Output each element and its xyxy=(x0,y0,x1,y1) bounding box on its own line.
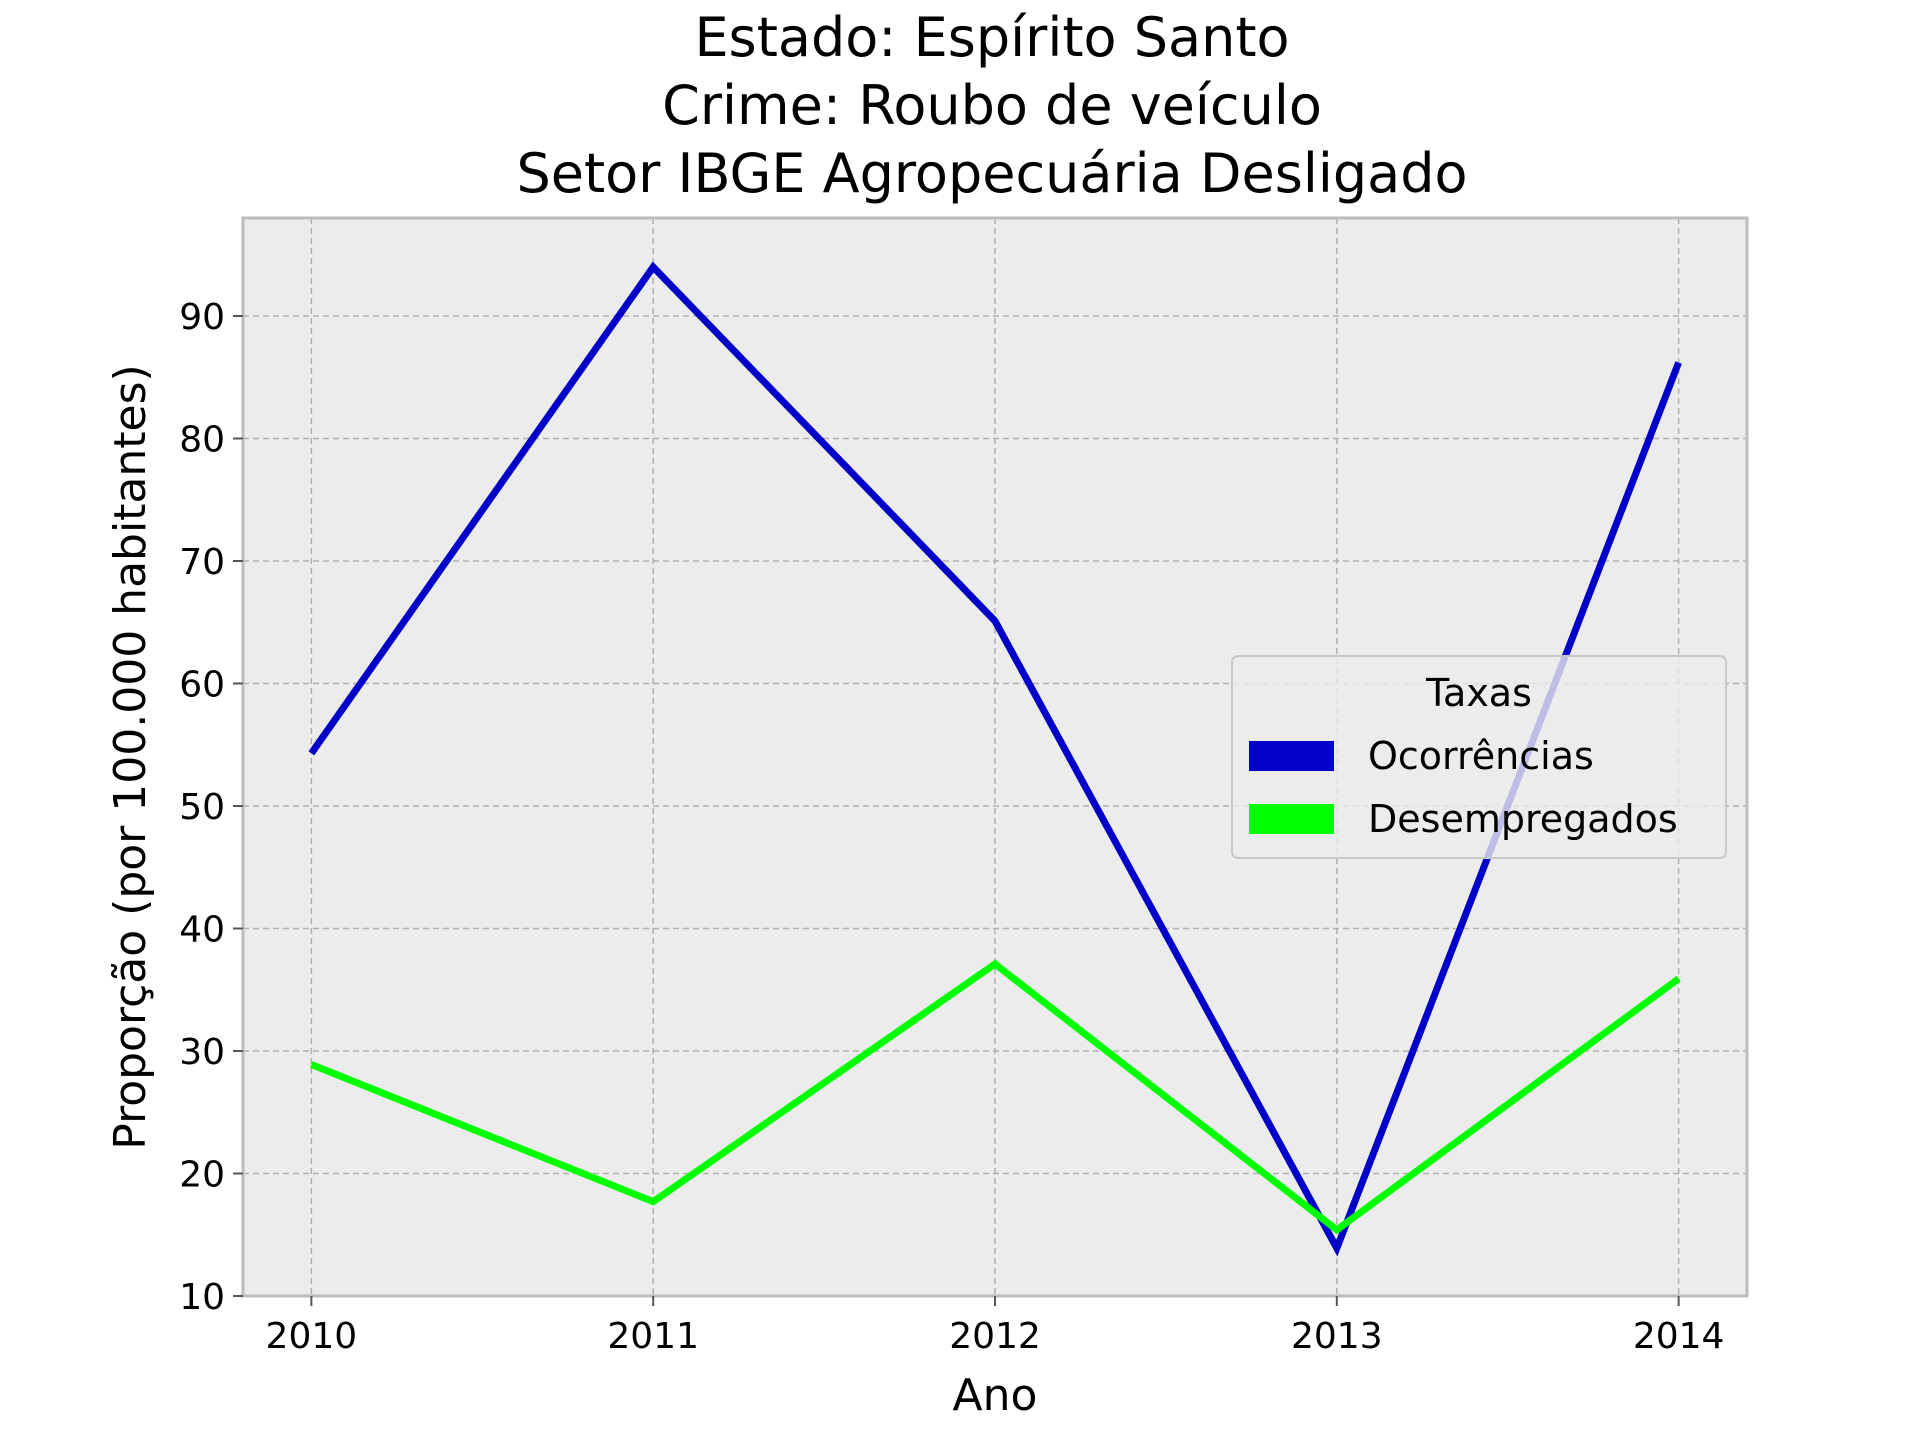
y-tick-label: 30 xyxy=(179,1032,225,1073)
y-tick-label: 70 xyxy=(179,542,225,583)
x-tick-label: 2014 xyxy=(1633,1316,1725,1357)
y-tick-label: 90 xyxy=(179,297,225,338)
legend: Taxas Ocorrências Desempregados xyxy=(1232,656,1726,858)
legend-label-ocorrencias: Ocorrências xyxy=(1368,734,1594,778)
x-tick-label: 2011 xyxy=(607,1316,699,1357)
y-tick-label: 50 xyxy=(179,787,225,828)
legend-title: Taxas xyxy=(1425,671,1532,715)
title-line-3: Setor IBGE Agropecuária Desligado xyxy=(516,142,1467,205)
y-tick-label: 80 xyxy=(179,420,225,461)
legend-swatch-ocorrencias xyxy=(1249,741,1334,771)
legend-swatch-desempregados xyxy=(1249,804,1334,834)
y-tick-label: 60 xyxy=(179,665,225,706)
legend-label-desempregados: Desempregados xyxy=(1368,797,1678,841)
y-axis-label: Proporção (por 100.000 habitantes) xyxy=(105,364,156,1149)
chart-title: Estado: Espírito Santo Crime: Roubo de v… xyxy=(516,6,1467,205)
x-axis-label: Ano xyxy=(953,1370,1038,1421)
x-tick-label: 2013 xyxy=(1291,1316,1383,1357)
title-line-1: Estado: Espírito Santo xyxy=(694,6,1289,69)
x-tick-label: 2012 xyxy=(949,1316,1041,1357)
y-tick-label: 40 xyxy=(179,910,225,951)
x-tick-label: 2010 xyxy=(266,1316,358,1357)
y-tick-label: 20 xyxy=(179,1155,225,1196)
y-tick-label: 10 xyxy=(179,1277,225,1318)
title-line-2: Crime: Roubo de veículo xyxy=(662,74,1322,137)
